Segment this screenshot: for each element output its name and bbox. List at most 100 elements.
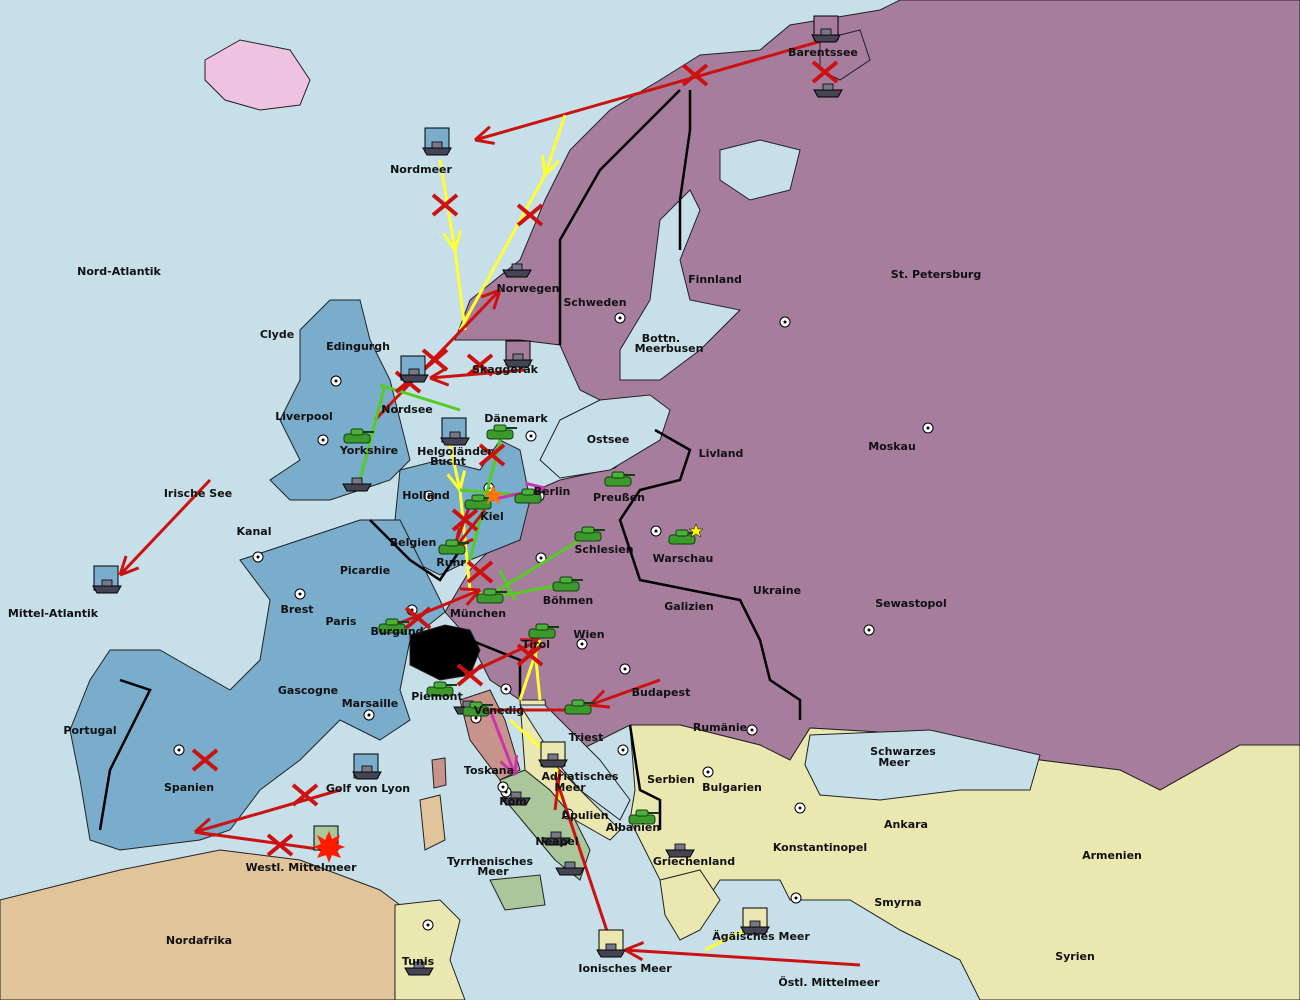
province-label: Meer [477,865,509,878]
province-label: Schwarzes [870,745,936,758]
province-label: Adriatisches [542,770,619,783]
fleet-unit-icon[interactable] [538,753,568,768]
region-africa[interactable] [0,849,401,1000]
region-greece[interactable] [659,869,721,941]
power-border [678,90,692,250]
province-label: Norwegen [497,282,560,295]
region-tunis[interactable] [394,899,466,1000]
region-sardinia[interactable] [419,794,446,851]
army-unit-icon[interactable] [668,529,699,545]
army-unit-icon[interactable] [528,623,559,639]
army-unit-icon[interactable] [628,809,659,825]
fleet-unit-icon[interactable] [342,477,372,492]
army-unit-icon[interactable] [378,618,409,634]
army-unit-icon[interactable] [514,488,545,504]
province-label: Bulgarien [702,781,762,794]
order-line [704,928,746,952]
region-corsica[interactable] [431,757,447,789]
supply-center-icon [794,802,806,814]
fleet-unit-icon[interactable] [811,28,841,43]
supply-center-icon [294,588,306,600]
army-unit-icon[interactable] [552,576,583,592]
supply-center-icon [576,638,588,650]
army-unit-icon[interactable] [604,471,635,487]
fleet-unit-icon[interactable] [503,353,533,368]
province-label: Rom [499,795,527,808]
order-line [458,489,472,591]
power-border [98,678,152,831]
army-unit-icon[interactable] [464,494,495,510]
army-unit-icon[interactable] [476,588,507,604]
army-unit-icon[interactable] [426,681,457,697]
fleet-unit-icon[interactable] [422,141,452,156]
arrowhead [540,154,547,176]
supply-center-icon [363,709,375,721]
army-unit-icon[interactable] [462,701,493,717]
army-unit-icon[interactable] [486,424,517,440]
borders-layer [98,89,802,831]
province-label: Ankara [884,818,928,831]
army-unit-icon[interactable] [343,428,374,444]
province-label: Budapest [632,686,691,699]
province-label: Clyde [260,328,294,341]
arrowhead [459,587,481,592]
fleet-unit-icon[interactable] [596,943,626,958]
arrowhead [589,703,611,709]
province-label: Bottn. [642,332,680,345]
sea-black[interactable] [804,729,1041,801]
star-icon [688,523,704,538]
arrowhead [119,566,140,577]
sea-white[interactable] [719,139,801,201]
order-line [194,830,326,852]
region-russia-germany-austria[interactable] [444,0,1300,791]
region-britain[interactable] [269,299,411,501]
arrowhead [480,288,501,299]
army-unit-icon[interactable] [438,539,469,555]
order-arrow [118,478,212,577]
region-france-iberia[interactable] [69,519,446,851]
fleet-unit-icon[interactable] [440,431,470,446]
order-arrow [474,38,826,142]
province-label: Spanien [164,781,214,794]
province-label: Finnland [688,273,742,286]
fleet-unit-icon[interactable] [352,765,382,780]
sea-bothnia[interactable] [619,189,742,381]
province-label: Golf von Lyon [326,782,410,795]
supply-center-icon [617,744,629,756]
supply-center-icon [525,430,537,442]
province-label: Östl. Mittelmeer [778,975,880,989]
fleet-unit-icon[interactable] [502,263,532,278]
province-label: Kiel [480,510,504,523]
failed-order-x-icon [291,783,319,807]
fleet-unit-icon[interactable] [501,791,531,806]
province-label: Ruhr [436,556,466,569]
arrowhead [543,159,561,177]
supply-center-icon [619,663,631,675]
province-label: Galizien [664,600,713,613]
region-sicily[interactable] [489,874,546,911]
province-label: Paris [326,615,357,628]
province-label: Apulien [561,809,608,822]
fleet-unit-icon[interactable] [555,861,585,876]
army-unit-icon[interactable] [564,699,595,715]
arrowhead [118,555,128,576]
failed-order-x-icon [466,560,494,584]
fleet-unit-icon[interactable] [665,843,695,858]
province-label: Portugal [63,724,116,737]
fleet-unit-icon[interactable] [541,831,571,846]
fleet-unit-icon[interactable] [92,579,122,594]
sea-baltic[interactable] [539,394,671,479]
fleet-unit-icon[interactable] [740,920,770,935]
province-label: Liverpool [275,410,333,423]
region-iceland[interactable] [204,39,311,111]
province-label: Irische See [164,487,232,500]
arrowhead [474,125,491,142]
fleet-unit-icon[interactable] [813,83,843,98]
province-label: Gascogne [278,684,338,697]
supply-center-icon [746,724,758,736]
fleet-unit-icon[interactable] [404,961,434,976]
fleet-unit-icon[interactable] [399,368,429,383]
arrowhead [492,289,502,310]
army-unit-icon[interactable] [574,526,605,542]
